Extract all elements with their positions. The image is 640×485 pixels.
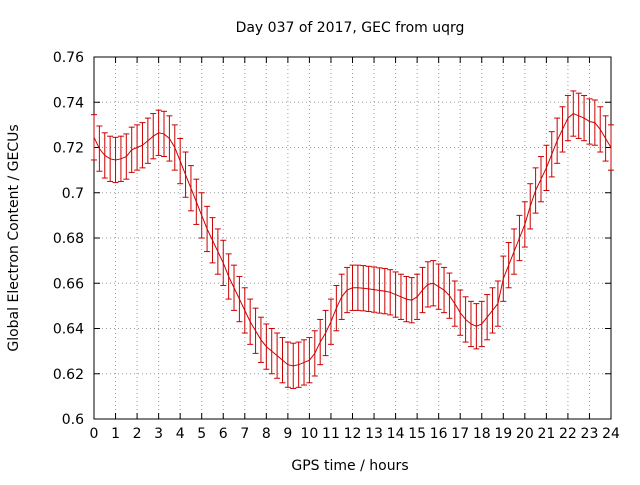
x-tick-label: 17 (451, 426, 469, 442)
y-tick-label: 0.6 (62, 412, 84, 428)
y-tick-label: 0.76 (53, 50, 84, 66)
y-tick-label: 0.64 (53, 322, 84, 338)
x-tick-label: 11 (322, 426, 340, 442)
x-tick-label: 5 (197, 426, 206, 442)
x-tick-label: 18 (473, 426, 491, 442)
data-series (91, 90, 614, 389)
y-tick-label: 0.62 (53, 367, 84, 383)
x-tick-label: 24 (602, 426, 620, 442)
tick-marks: 0 1 2 3 4 5 6 7 8 9 10 11 12 13 14 15 16 17 18 19 20 21 22 23 24… (53, 50, 620, 442)
chart-title: Day 037 of 2017, GEC from uqrg (236, 20, 465, 36)
x-tick-label: 3 (154, 426, 163, 442)
y-tick-label: 0.66 (53, 276, 84, 292)
x-tick-label: 4 (176, 426, 185, 442)
grid-lines (94, 57, 611, 419)
x-tick-label: 15 (408, 426, 426, 442)
x-tick-label: 2 (133, 426, 142, 442)
y-tick-label: 0.7 (62, 186, 84, 202)
x-tick-label: 16 (430, 426, 448, 442)
x-tick-label: 22 (559, 426, 577, 442)
x-tick-label: 1 (111, 426, 120, 442)
x-tick-label: 23 (581, 426, 599, 442)
x-tick-label: 0 (90, 426, 99, 442)
x-tick-label: 8 (262, 426, 271, 442)
y-tick-label: 0.74 (53, 95, 84, 111)
x-tick-label: 9 (283, 426, 292, 442)
x-tick-label: 14 (387, 426, 405, 442)
y-tick-label: 0.68 (53, 231, 84, 247)
x-axis-label: GPS time / hours (291, 458, 408, 474)
x-tick-label: 20 (516, 426, 534, 442)
y-tick-label: 0.72 (53, 141, 84, 157)
x-tick-label: 10 (301, 426, 319, 442)
x-tick-label: 21 (537, 426, 555, 442)
x-tick-label: 6 (219, 426, 228, 442)
x-tick-label: 19 (494, 426, 512, 442)
x-tick-label: 12 (344, 426, 362, 442)
x-tick-label: 7 (240, 426, 249, 442)
x-tick-label: 13 (365, 426, 383, 442)
y-axis-label: Global Electron Content / GECUs (6, 124, 22, 351)
